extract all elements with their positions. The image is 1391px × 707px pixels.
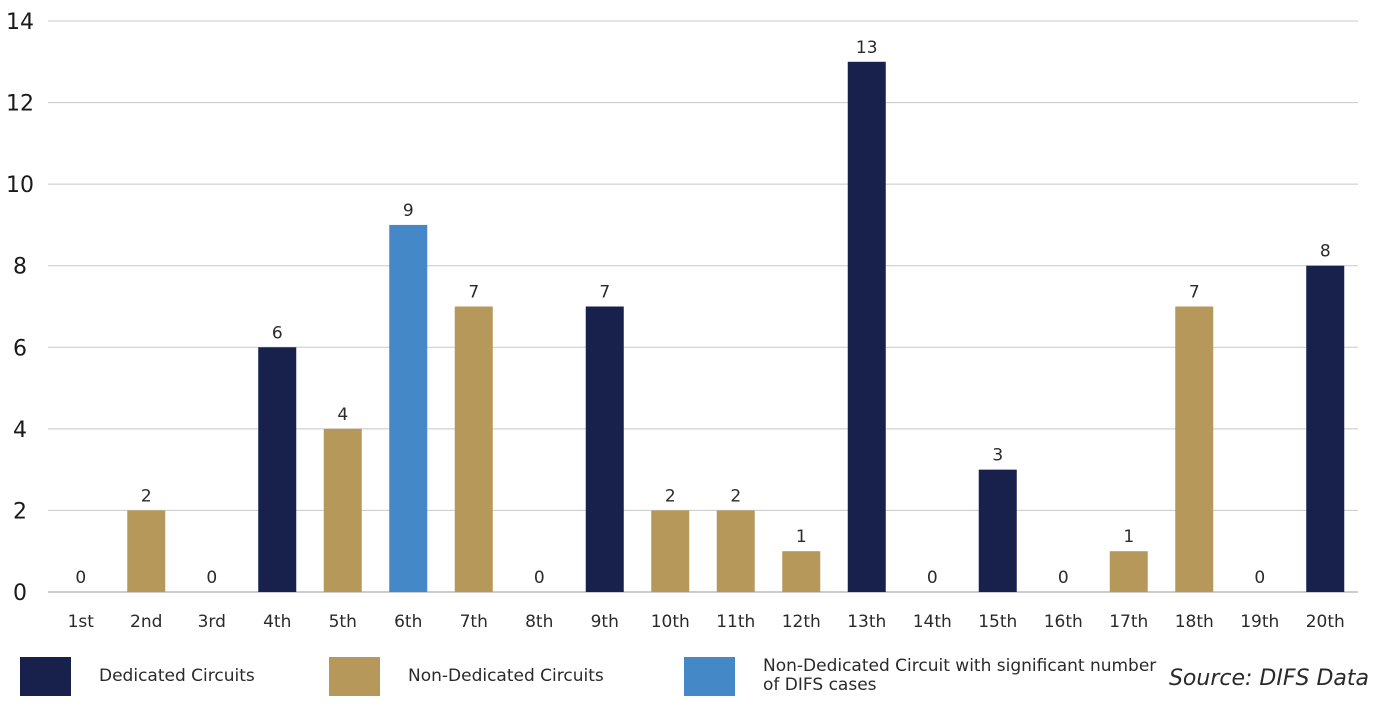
data-label-19th: 0 — [1254, 568, 1265, 588]
x-tick-label-6th: 6th — [394, 612, 422, 632]
x-tick-label-7th: 7th — [460, 612, 488, 632]
data-label-10th: 2 — [665, 486, 676, 506]
data-label-16th: 0 — [1058, 568, 1069, 588]
data-label-5th: 4 — [337, 405, 348, 425]
data-label-13th: 13 — [856, 38, 878, 58]
bar-11th — [716, 510, 755, 592]
data-label-1st: 0 — [75, 568, 86, 588]
legend-swatch-significant-difs — [684, 656, 735, 696]
legend: Dedicated Circuits Non-Dedicated Circuit… — [0, 650, 1391, 707]
bar-2nd — [127, 510, 166, 592]
bar-10th — [651, 510, 690, 592]
data-label-11th: 2 — [730, 486, 741, 506]
x-tick-label-4th: 4th — [263, 612, 291, 632]
data-label-6th: 9 — [403, 201, 414, 221]
y-axis-ticks: 0 2 4 6 8 10 12 14 — [6, 10, 34, 606]
x-axis-ticks: 1st 2nd 3rd 4th 5th 6th 7th 8th 9th 10th 11th 12th 1… — [68, 612, 1345, 632]
bar-9th — [585, 306, 624, 592]
bar-17th — [1109, 551, 1148, 592]
legend-item-significant-difs: Non-Dedicated Circuit with significant n… — [684, 650, 1163, 702]
data-label-4th: 6 — [272, 323, 283, 343]
x-tick-label-9th: 9th — [591, 612, 619, 632]
legend-swatch-non-dedicated — [329, 656, 380, 696]
x-tick-label-1st: 1st — [68, 612, 95, 632]
data-label-9th: 7 — [599, 283, 610, 303]
x-tick-label-10th: 10th — [651, 612, 690, 632]
bar-15th — [978, 469, 1017, 592]
x-tick-label-18th: 18th — [1175, 612, 1214, 632]
y-tick-label-14: 14 — [6, 10, 34, 35]
y-tick-label-6: 6 — [13, 336, 27, 361]
x-tick-label-2nd: 2nd — [130, 612, 162, 632]
bar-12th — [782, 551, 821, 592]
data-label-2nd: 2 — [141, 486, 152, 506]
bar-18th — [1175, 306, 1214, 592]
legend-item-dedicated: Dedicated Circuits — [20, 650, 255, 702]
y-tick-label-2: 2 — [13, 499, 27, 524]
y-tick-label-10: 10 — [6, 173, 34, 198]
legend-label-non-dedicated: Non-Dedicated Circuits — [408, 665, 604, 686]
bar-5th — [323, 428, 362, 592]
data-label-3rd: 0 — [206, 568, 217, 588]
x-tick-label-15th: 15th — [978, 612, 1017, 632]
y-tick-label-12: 12 — [6, 92, 34, 117]
data-label-17th: 1 — [1123, 527, 1134, 547]
data-labels: 0 2 0 6 4 9 7 0 7 2 2 1 13 0 3 0 1 7 0 8 — [75, 38, 1330, 588]
data-label-8th: 0 — [534, 568, 545, 588]
bar-4th — [258, 347, 297, 592]
x-tick-label-5th: 5th — [329, 612, 357, 632]
source-note: Source: DIFS Data — [1168, 666, 1369, 691]
x-tick-label-13th: 13th — [847, 612, 886, 632]
x-tick-label-11th: 11th — [716, 612, 755, 632]
bar-13th — [847, 61, 886, 593]
bar-6th — [389, 224, 428, 592]
x-tick-label-3rd: 3rd — [198, 612, 226, 632]
bar-chart: 0 2 4 6 8 10 12 14 0 2 0 6 4 9 7 0 7 2 2 1 13 0 3 0 1 7 0 8 1st 2nd… — [6, 10, 1358, 632]
data-label-12th: 1 — [796, 527, 807, 547]
legend-label-significant-difs: Non-Dedicated Circuit with significant n… — [763, 656, 1157, 695]
legend-swatch-dedicated — [20, 656, 71, 696]
y-tick-label-0: 0 — [13, 581, 27, 606]
legend-item-non-dedicated: Non-Dedicated Circuits — [329, 650, 604, 702]
x-tick-label-8th: 8th — [525, 612, 553, 632]
bars — [127, 61, 1345, 593]
x-tick-label-19th: 19th — [1240, 612, 1279, 632]
y-tick-label-8: 8 — [13, 255, 27, 280]
gridlines — [48, 20, 1358, 593]
data-label-18th: 7 — [1189, 283, 1200, 303]
x-tick-label-20th: 20th — [1306, 612, 1345, 632]
legend-label-dedicated: Dedicated Circuits — [99, 665, 255, 686]
data-label-15th: 3 — [992, 446, 1003, 466]
y-tick-label-4: 4 — [13, 418, 27, 443]
x-tick-label-12th: 12th — [782, 612, 821, 632]
x-tick-label-17th: 17th — [1109, 612, 1148, 632]
data-label-20th: 8 — [1320, 242, 1331, 262]
x-tick-label-14th: 14th — [913, 612, 952, 632]
x-tick-label-16th: 16th — [1044, 612, 1083, 632]
bar-7th — [454, 306, 493, 592]
data-label-7th: 7 — [468, 283, 479, 303]
bar-20th — [1306, 265, 1345, 592]
data-label-14th: 0 — [927, 568, 938, 588]
